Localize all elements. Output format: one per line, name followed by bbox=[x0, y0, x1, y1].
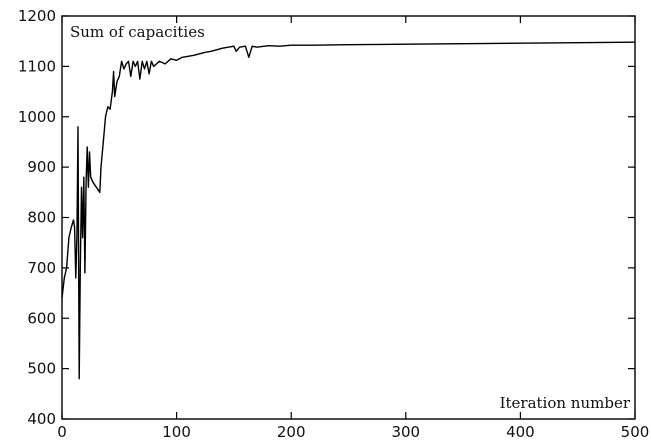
y-tick-label: 800 bbox=[27, 209, 56, 227]
plot-frame bbox=[61, 15, 636, 420]
x-axis-label: Iteration number bbox=[500, 394, 631, 412]
y-tick-label: 600 bbox=[27, 309, 56, 327]
y-tick-label: 700 bbox=[27, 259, 56, 277]
series-line bbox=[61, 41, 636, 380]
x-tick-label: 300 bbox=[391, 423, 420, 441]
y-axis: 400 500 600 700 800 900 1000 1100 1200 bbox=[18, 7, 635, 428]
x-tick-label: 200 bbox=[277, 423, 306, 441]
x-axis: 0 100 200 300 400 500 bbox=[57, 16, 649, 441]
x-tick-label: 100 bbox=[162, 423, 191, 441]
y-axis-label: Sum of capacities bbox=[70, 23, 205, 41]
x-tick-label: 500 bbox=[621, 423, 650, 441]
x-tick-label: 0 bbox=[57, 423, 67, 441]
y-tick-label: 400 bbox=[27, 410, 56, 428]
y-tick-label: 1000 bbox=[18, 108, 56, 126]
y-tick-label: 1200 bbox=[18, 7, 56, 25]
x-tick-label: 400 bbox=[506, 423, 535, 441]
y-tick-label: 500 bbox=[27, 360, 56, 378]
y-tick-label: 1100 bbox=[18, 57, 56, 75]
y-tick-label: 900 bbox=[27, 158, 56, 176]
